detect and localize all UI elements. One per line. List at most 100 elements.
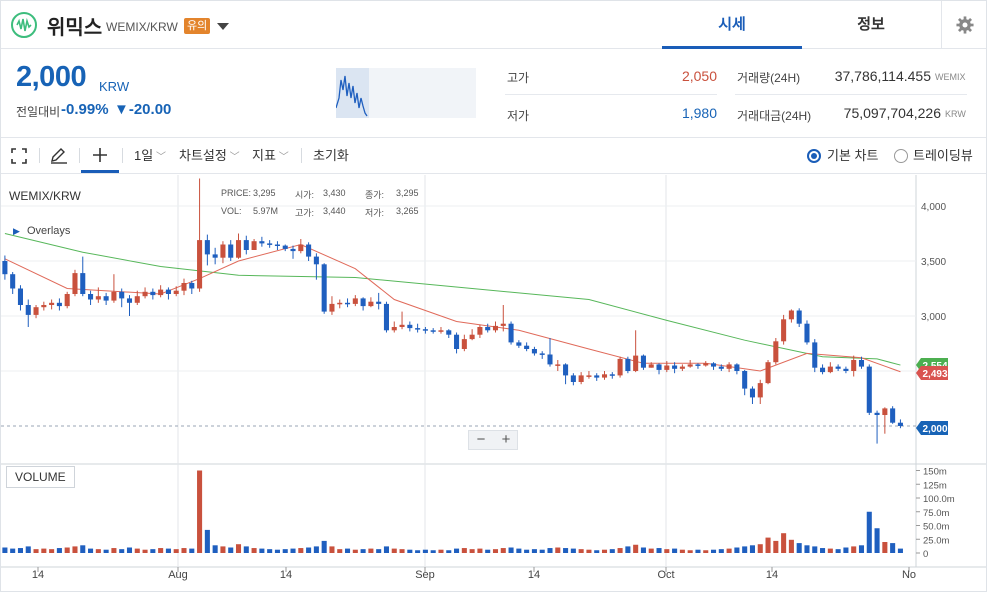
- volume-bar: [267, 549, 273, 553]
- price-tick-label: 3,500: [921, 257, 946, 268]
- candle-body: [391, 327, 397, 331]
- reset-button[interactable]: 초기화: [313, 148, 349, 163]
- ohlc-low: 3,265: [396, 206, 419, 216]
- ohlc-close: 3,295: [396, 188, 419, 198]
- crosshair-icon: [93, 148, 107, 162]
- crosshair-button[interactable]: [81, 138, 119, 173]
- basic-chart-label[interactable]: 기본 차트: [827, 148, 879, 163]
- indicators-dropdown[interactable]: 지표 ﹀: [252, 138, 289, 173]
- volume-bar: [563, 548, 569, 553]
- chevron-down-icon: ﹀: [153, 152, 166, 163]
- volume-bar: [158, 548, 164, 553]
- ohlc-high-label: 고가:: [295, 208, 315, 218]
- candle-body: [282, 245, 288, 249]
- zoom-in-button[interactable]: +: [501, 431, 511, 448]
- coin-select-caret-icon[interactable]: [217, 23, 229, 30]
- volume-bar: [56, 548, 62, 553]
- tab-price[interactable]: 시세: [662, 1, 802, 49]
- candle-body: [711, 363, 717, 367]
- stat-divider: [735, 94, 967, 95]
- candle-body: [415, 328, 421, 330]
- volume-label: 거래량(24H): [737, 71, 801, 85]
- candle-body: [555, 364, 561, 366]
- volume-bar: [10, 548, 16, 553]
- candle-body: [788, 310, 794, 320]
- candle-body: [586, 375, 592, 377]
- volume-bar: [189, 548, 195, 553]
- volume-bar: [687, 550, 693, 553]
- candle-body: [757, 383, 763, 398]
- candle-body: [734, 364, 740, 371]
- market-header: 위믹스 WEMIX/KRW 유의 시세 정보: [1, 1, 986, 49]
- volume-tick-label: 100.0m: [923, 494, 955, 505]
- interval-dropdown[interactable]: 1일 ﹀: [134, 138, 166, 173]
- mini-chart: [335, 68, 476, 118]
- candle-body: [882, 408, 888, 415]
- volume-bar: [376, 549, 382, 553]
- candle-body: [64, 294, 70, 307]
- volume-bar: [352, 549, 358, 553]
- chart-canvas[interactable]: 4,000 3,500 3,000 150m 125m 100.0m 75.0m 50.0m 2…: [1, 175, 987, 592]
- volume-bar: [383, 546, 389, 553]
- volume-bar: [695, 549, 701, 553]
- candle-body: [119, 291, 125, 299]
- volume-bar: [882, 542, 888, 553]
- volume-bar: [835, 549, 841, 553]
- volume-bar: [524, 549, 530, 553]
- tradingview-radio[interactable]: [894, 149, 908, 163]
- candle-body: [485, 327, 491, 331]
- current-price: 2,000: [16, 61, 87, 93]
- volume-bar: [812, 546, 818, 553]
- high-label: 고가: [507, 71, 530, 85]
- candle-body: [111, 291, 117, 301]
- triangle-right-icon: ▶: [13, 226, 20, 236]
- wemix-logo-icon: [11, 12, 37, 38]
- volume-bar: [80, 545, 86, 553]
- candle-body: [306, 244, 312, 257]
- fullscreen-icon: [11, 148, 27, 164]
- zoom-out-button[interactable]: −: [476, 431, 486, 448]
- overlays-label: Overlays: [26, 225, 71, 237]
- candle-body: [461, 339, 467, 349]
- tradingview-label[interactable]: 트레이딩뷰: [913, 148, 973, 163]
- candle-body: [33, 307, 39, 315]
- draw-button[interactable]: [41, 138, 77, 173]
- candle-body: [625, 358, 631, 371]
- candle-body: [88, 294, 94, 300]
- volume-bar: [197, 470, 203, 553]
- candle-body: [251, 241, 257, 250]
- candle-body: [243, 240, 249, 250]
- volume-bar: [142, 549, 148, 553]
- volume-bar: [609, 549, 615, 553]
- volume-bar: [547, 548, 553, 553]
- interval-label: 1일: [134, 148, 154, 163]
- overlays-toggle[interactable]: ▶ Overlays: [13, 225, 70, 237]
- price-chart[interactable]: 4,000 3,500 3,000 150m 125m 100.0m 75.0m 50.0m 2…: [1, 175, 987, 592]
- fullscreen-button[interactable]: [1, 138, 37, 173]
- candle-body: [672, 365, 678, 369]
- basic-chart-radio[interactable]: [807, 149, 821, 163]
- volume-tick-label: 150m: [923, 467, 947, 478]
- volume-unit: WEMIX: [935, 72, 966, 82]
- volume-tick-label: 50.0m: [923, 522, 949, 533]
- chart-settings-dropdown[interactable]: 차트설정 ﹀: [179, 138, 240, 173]
- volume-bar: [586, 549, 592, 553]
- candle-body: [352, 298, 358, 304]
- volume-bar: [228, 547, 234, 553]
- volume-bar: [95, 549, 101, 553]
- settings-button[interactable]: [941, 1, 986, 49]
- candle-body: [2, 261, 8, 275]
- volume-bar: [430, 550, 436, 553]
- mini-chart-line: [335, 68, 369, 118]
- volume-bar: [134, 548, 140, 553]
- ohlc-price: 3,295: [253, 188, 276, 198]
- amount-unit: KRW: [945, 109, 966, 119]
- candle-body: [337, 302, 343, 305]
- volume-bar: [765, 537, 771, 553]
- volume-tick-label: 75.0m: [923, 508, 949, 519]
- volume-bar: [72, 546, 78, 553]
- volume-bar: [804, 545, 810, 553]
- volume-bar: [461, 548, 467, 553]
- tab-info[interactable]: 정보: [857, 16, 885, 33]
- volume-bar: [531, 549, 537, 553]
